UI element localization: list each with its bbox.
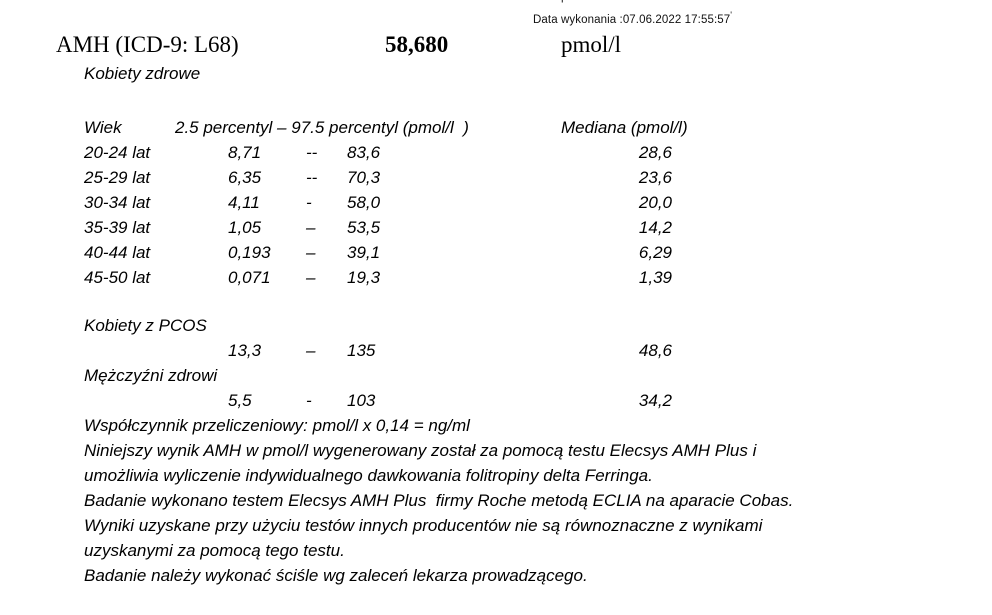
group-title-healthy-men: Mężczyźni zdrowi: [84, 366, 218, 385]
group-title-healthy-women: Kobiety zdrowe: [84, 64, 201, 83]
range-high: 135: [347, 341, 376, 360]
performed-date-text: Data wykonania :07.06.2022 17:55:57: [533, 14, 731, 26]
column-header-range: 2.5 percentyl – 97.5 percentyl (pmol/l ): [175, 118, 469, 137]
median-value: 14,2: [638, 218, 672, 237]
column-header-age: Wiek: [84, 118, 122, 137]
table-row: 30-34 lat: [84, 193, 151, 212]
range-low: 5,5: [228, 391, 252, 410]
range-low: 8,71: [228, 143, 262, 162]
range-low: 6,35: [228, 168, 262, 187]
note-assay-line-1: Niniejszy wynik AMH w pmol/l wygenerowan…: [84, 441, 757, 460]
range-high: 103: [347, 391, 376, 410]
table-row: 35-39 lat: [84, 218, 151, 237]
range-separator: –: [306, 268, 316, 287]
note-assay-line-2: umożliwia wyliczenie indywidualnego dawk…: [84, 466, 653, 485]
range-high: 83,6: [347, 143, 381, 162]
result-unit: pmol/l: [561, 32, 622, 57]
range-high: 39,1: [347, 243, 381, 262]
note-method: Badanie wykonano testem Elecsys AMH Plus…: [84, 491, 794, 510]
range-high: 19,3: [347, 268, 381, 287]
median-value: 20,0: [638, 193, 672, 212]
range-separator: –: [306, 341, 316, 360]
range-low: 0,071: [228, 268, 271, 287]
test-name: AMH (ICD-9: L68): [56, 32, 239, 57]
median-value: 34,2: [638, 391, 672, 410]
note-conversion-factor: Współczynnik przeliczeniowy: pmol/l x 0,…: [84, 416, 470, 435]
median-value: 6,29: [638, 243, 672, 262]
range-low: 1,05: [228, 218, 262, 237]
range-separator: –: [306, 243, 316, 262]
range-separator: --: [306, 143, 318, 162]
performed-date-superscript: ': [730, 10, 733, 20]
range-low: 13,3: [228, 341, 262, 360]
table-row: 45-50 lat: [84, 268, 151, 287]
range-separator: –: [306, 218, 316, 237]
table-row: 40-44 lat: [84, 243, 151, 262]
note-physician-advice: Badanie należy wykonać ściśle wg zaleceń…: [84, 566, 588, 585]
column-header-median: Mediana (pmol/l): [561, 118, 688, 137]
group-title-pcos: Kobiety z PCOS: [84, 316, 207, 335]
median-value: 48,6: [638, 341, 672, 360]
note-comparability-2: uzyskanymi za pomocą tego testu.: [84, 541, 345, 560]
median-value: 1,39: [638, 268, 672, 287]
collection-date-clipped: Data pobrania :2022-06-06 16:56:56: [533, 0, 722, 3]
median-value: 28,6: [638, 143, 672, 162]
table-row: 20-24 lat: [84, 143, 151, 162]
result-value: 58,680: [385, 32, 449, 57]
range-separator: -: [306, 193, 312, 212]
range-high: 53,5: [347, 218, 381, 237]
range-high: 70,3: [347, 168, 381, 187]
range-low: 0,193: [228, 243, 271, 262]
median-value: 23,6: [638, 168, 672, 187]
range-low: 4,11: [228, 193, 260, 212]
range-separator: --: [306, 168, 318, 187]
performed-date: Data wykonania :07.06.2022 17:55:57': [533, 10, 732, 26]
table-row: 25-29 lat: [84, 168, 151, 187]
range-separator: -: [306, 391, 312, 410]
range-high: 58,0: [347, 193, 381, 212]
note-comparability-1: Wyniki uzyskane przy użyciu testów innyc…: [84, 516, 763, 535]
